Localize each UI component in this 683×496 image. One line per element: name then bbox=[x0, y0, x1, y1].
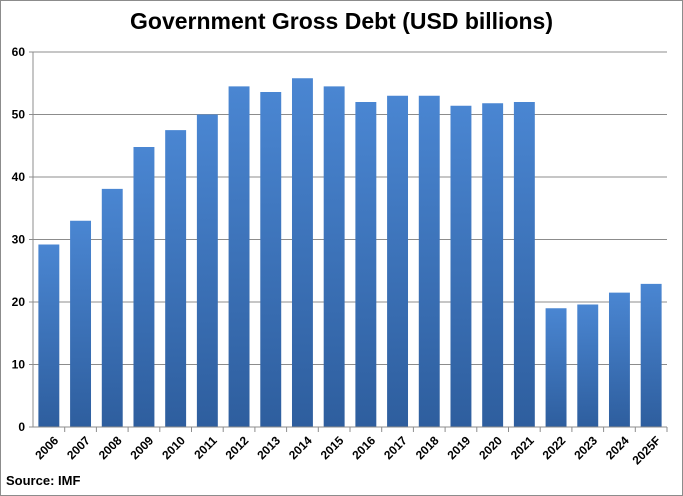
bar-2022 bbox=[545, 308, 567, 427]
bar-2023 bbox=[577, 304, 599, 427]
x-tick-label: 2006 bbox=[32, 433, 61, 462]
x-tick-label: 2025F bbox=[630, 433, 664, 467]
x-tick-label: 2019 bbox=[445, 433, 474, 462]
bar-2025F bbox=[640, 283, 662, 427]
y-tick-label: 50 bbox=[12, 108, 26, 122]
y-tick-label: 0 bbox=[18, 420, 25, 434]
bars bbox=[38, 78, 662, 427]
bar-2007 bbox=[70, 220, 92, 427]
bar-2014 bbox=[291, 78, 313, 427]
bar-2010 bbox=[165, 130, 187, 427]
bar-2006 bbox=[38, 244, 60, 427]
y-tick-label: 20 bbox=[12, 295, 26, 309]
x-tick-label: 2013 bbox=[254, 433, 283, 462]
y-tick-label: 30 bbox=[12, 233, 26, 247]
y-tick-label: 10 bbox=[12, 358, 26, 372]
bar-2011 bbox=[196, 114, 218, 427]
x-tick-label: 2008 bbox=[96, 433, 125, 462]
x-axis-ticks: 2006 2007 2008 2009 2010 2011 2012 2013 2014 2015… bbox=[32, 427, 668, 467]
x-tick-label: 2023 bbox=[571, 433, 600, 462]
x-tick-label: 2014 bbox=[286, 433, 315, 462]
bar-2013 bbox=[260, 92, 282, 427]
gridlines bbox=[33, 51, 667, 365]
y-tick-label: 40 bbox=[12, 170, 26, 184]
bar-2018 bbox=[418, 95, 440, 427]
y-tick-label: 60 bbox=[12, 45, 26, 59]
x-tick-label: 2009 bbox=[128, 433, 157, 462]
bar-2024 bbox=[608, 292, 630, 427]
y-axis-ticks: 0 10 20 30 40 50 60 bbox=[12, 45, 33, 434]
bar-2017 bbox=[387, 95, 409, 427]
x-tick-label: 2011 bbox=[191, 433, 220, 462]
x-tick-label: 2016 bbox=[349, 433, 378, 462]
x-tick-label: 2021 bbox=[508, 433, 537, 462]
x-tick-label: 2015 bbox=[318, 433, 347, 462]
bar-2015 bbox=[323, 86, 345, 427]
bar-2008 bbox=[101, 188, 123, 427]
x-tick-label: 2017 bbox=[381, 433, 410, 462]
x-tick-label: 2020 bbox=[476, 433, 505, 462]
x-tick-label: 2022 bbox=[540, 433, 569, 462]
bar-2016 bbox=[355, 102, 377, 427]
bar-2012 bbox=[228, 86, 250, 427]
x-tick-label: 2012 bbox=[223, 433, 252, 462]
x-tick-label: 2010 bbox=[159, 433, 188, 462]
bar-2021 bbox=[513, 102, 535, 427]
bar-2009 bbox=[133, 147, 155, 427]
chart-title: Government Gross Debt (USD billions) bbox=[130, 8, 553, 34]
x-tick-label: 2018 bbox=[413, 433, 442, 462]
x-tick-label: 2007 bbox=[64, 433, 93, 462]
bar-2020 bbox=[482, 103, 504, 427]
bar-2019 bbox=[450, 105, 472, 427]
source-note: Source: IMF bbox=[6, 473, 81, 488]
x-tick-label: 2024 bbox=[603, 433, 632, 462]
